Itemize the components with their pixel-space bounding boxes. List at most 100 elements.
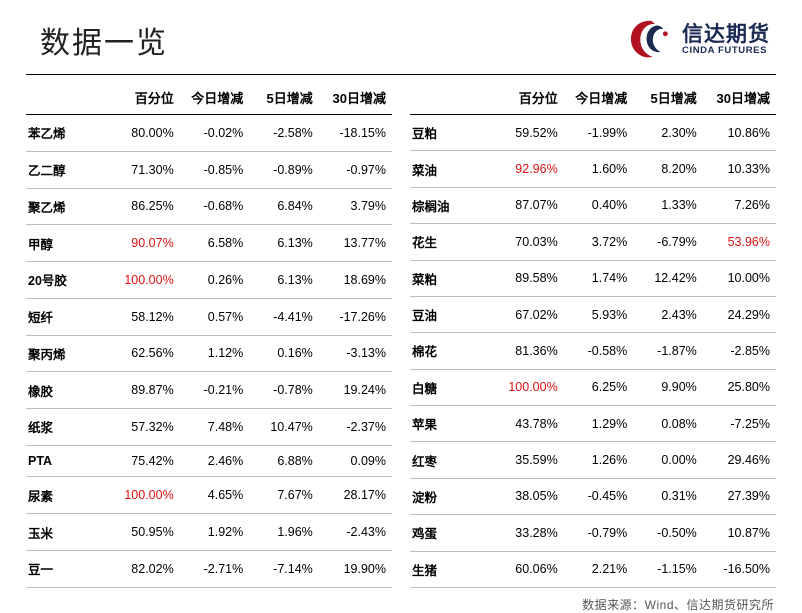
- row-name: 纸浆: [26, 409, 107, 446]
- cell-percentile: 92.96%: [491, 151, 564, 187]
- cell-day-change: 3.72%: [564, 224, 634, 260]
- row-name: 短纤: [26, 298, 107, 335]
- col-header-d1: 今日增减: [564, 81, 634, 115]
- row-name: 20号胶: [26, 262, 107, 299]
- table-row: PTA75.42%2.46%6.88%0.09%: [26, 445, 392, 477]
- cell-5day-change: 12.42%: [633, 260, 703, 296]
- cell-5day-change: 6.84%: [249, 188, 319, 225]
- table-row: 20号胶100.00%0.26%6.13%18.69%: [26, 262, 392, 299]
- cell-day-change: 0.57%: [180, 298, 250, 335]
- logo-text: 信达期货 CINDA FUTURES: [682, 24, 770, 56]
- row-name: 甲醇: [26, 225, 107, 262]
- cell-30day-change: 24.29%: [703, 296, 776, 332]
- cell-30day-change: -2.43%: [319, 514, 392, 551]
- cell-day-change: 7.48%: [180, 409, 250, 446]
- cell-day-change: 0.26%: [180, 262, 250, 299]
- row-name: PTA: [26, 445, 107, 477]
- row-name: 豆油: [410, 296, 491, 332]
- cell-5day-change: 0.08%: [633, 406, 703, 442]
- table-row: 乙二醇71.30%-0.85%-0.89%-0.97%: [26, 151, 392, 188]
- table-row: 白糖100.00%6.25%9.90%25.80%: [410, 369, 776, 405]
- right-tbody: 豆粕59.52%-1.99%2.30%10.86%菜油92.96%1.60%8.…: [410, 115, 776, 588]
- cell-30day-change: 19.90%: [319, 550, 392, 587]
- cell-30day-change: 27.39%: [703, 478, 776, 514]
- col-header-d5: 5日增减: [249, 81, 319, 115]
- row-name: 苯乙烯: [26, 115, 107, 152]
- cell-30day-change: -17.26%: [319, 298, 392, 335]
- cell-day-change: 1.74%: [564, 260, 634, 296]
- page-title: 数据一览: [40, 18, 168, 62]
- cell-5day-change: -0.89%: [249, 151, 319, 188]
- table-row: 聚乙烯86.25%-0.68%6.84%3.79%: [26, 188, 392, 225]
- cell-30day-change: -2.37%: [319, 409, 392, 446]
- cell-5day-change: -1.87%: [633, 333, 703, 369]
- table-row: 豆一82.02%-2.71%-7.14%19.90%: [26, 550, 392, 587]
- table-row: 橡胶89.87%-0.21%-0.78%19.24%: [26, 372, 392, 409]
- col-header-pct: 百分位: [491, 81, 564, 115]
- cell-day-change: -0.68%: [180, 188, 250, 225]
- logo: 信达期货 CINDA FUTURES: [626, 18, 770, 62]
- col-header-pct: 百分位: [107, 81, 180, 115]
- cell-day-change: 1.29%: [564, 406, 634, 442]
- cell-5day-change: 2.43%: [633, 296, 703, 332]
- row-name: 棉花: [410, 333, 491, 369]
- cell-30day-change: -7.25%: [703, 406, 776, 442]
- cell-percentile: 58.12%: [107, 298, 180, 335]
- cell-percentile: 90.07%: [107, 225, 180, 262]
- cell-5day-change: -7.14%: [249, 550, 319, 587]
- cell-day-change: -0.85%: [180, 151, 250, 188]
- table-row: 淀粉38.05%-0.45%0.31%27.39%: [410, 478, 776, 514]
- cell-day-change: 4.65%: [180, 477, 250, 514]
- cell-percentile: 82.02%: [107, 550, 180, 587]
- cell-percentile: 60.06%: [491, 551, 564, 587]
- table-row: 豆粕59.52%-1.99%2.30%10.86%: [410, 115, 776, 151]
- cell-30day-change: -0.97%: [319, 151, 392, 188]
- header: 数据一览 信达期货 CINDA FUTURES: [0, 0, 802, 74]
- cell-30day-change: 10.87%: [703, 515, 776, 551]
- row-name: 淀粉: [410, 478, 491, 514]
- cell-30day-change: -16.50%: [703, 551, 776, 587]
- col-header-name: [26, 81, 107, 115]
- cell-day-change: -2.71%: [180, 550, 250, 587]
- row-name: 生猪: [410, 551, 491, 587]
- cell-percentile: 100.00%: [107, 262, 180, 299]
- col-header-name: [410, 81, 491, 115]
- cell-percentile: 33.28%: [491, 515, 564, 551]
- cell-5day-change: -6.79%: [633, 224, 703, 260]
- table-row: 鸡蛋33.28%-0.79%-0.50%10.87%: [410, 515, 776, 551]
- cell-30day-change: 10.86%: [703, 115, 776, 151]
- cell-5day-change: 6.88%: [249, 445, 319, 477]
- cell-5day-change: 6.13%: [249, 225, 319, 262]
- table-row: 短纤58.12%0.57%-4.41%-17.26%: [26, 298, 392, 335]
- cell-day-change: 5.93%: [564, 296, 634, 332]
- cell-day-change: 6.25%: [564, 369, 634, 405]
- row-name: 尿素: [26, 477, 107, 514]
- cell-5day-change: 10.47%: [249, 409, 319, 446]
- cell-30day-change: -18.15%: [319, 115, 392, 152]
- table-row: 尿素100.00%4.65%7.67%28.17%: [26, 477, 392, 514]
- cell-30day-change: 29.46%: [703, 442, 776, 478]
- row-name: 豆粕: [410, 115, 491, 151]
- row-name: 花生: [410, 224, 491, 260]
- cell-30day-change: 25.80%: [703, 369, 776, 405]
- cell-percentile: 57.32%: [107, 409, 180, 446]
- data-tables: 百分位 今日增减 5日增减 30日增减 苯乙烯80.00%-0.02%-2.58…: [0, 81, 802, 588]
- cell-5day-change: 6.13%: [249, 262, 319, 299]
- row-name: 橡胶: [26, 372, 107, 409]
- col-header-d30: 30日增减: [319, 81, 392, 115]
- cell-5day-change: 8.20%: [633, 151, 703, 187]
- cell-5day-change: 0.16%: [249, 335, 319, 372]
- cinda-logo-icon: [626, 18, 674, 62]
- row-name: 菜油: [410, 151, 491, 187]
- table-row: 苯乙烯80.00%-0.02%-2.58%-18.15%: [26, 115, 392, 152]
- cell-day-change: 1.12%: [180, 335, 250, 372]
- cell-30day-change: 0.09%: [319, 445, 392, 477]
- row-name: 白糖: [410, 369, 491, 405]
- cell-5day-change: 1.33%: [633, 187, 703, 223]
- logo-en: CINDA FUTURES: [682, 46, 770, 56]
- cell-day-change: 1.26%: [564, 442, 634, 478]
- cell-day-change: 1.92%: [180, 514, 250, 551]
- row-name: 聚乙烯: [26, 188, 107, 225]
- table-header-row: 百分位 今日增减 5日增减 30日增减: [410, 81, 776, 115]
- cell-30day-change: 19.24%: [319, 372, 392, 409]
